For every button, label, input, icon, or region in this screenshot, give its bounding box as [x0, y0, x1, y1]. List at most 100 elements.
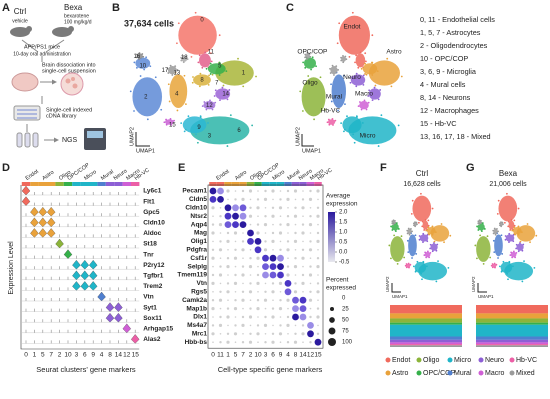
- cell-dot: [307, 75, 310, 77]
- cell-dot: [352, 133, 355, 136]
- colorbar-tick-label: 0.0: [339, 250, 348, 256]
- label: cDNA library: [46, 113, 77, 119]
- cell-dot: [199, 72, 202, 75]
- expression-dot: [279, 341, 282, 344]
- cell-dot: [135, 66, 138, 69]
- cell-dot: [431, 225, 434, 228]
- expression-dot: [263, 197, 268, 201]
- gene-label: Vtn: [143, 294, 154, 301]
- cell-dot: [368, 89, 371, 92]
- violin: [30, 228, 39, 238]
- cell-dot: [340, 122, 343, 125]
- cell-dot: [242, 85, 245, 88]
- umap-axes: [477, 283, 487, 293]
- cell-dot: [403, 256, 406, 259]
- expression-dot: [279, 299, 282, 302]
- violin: [46, 217, 56, 228]
- cell-dot: [146, 118, 149, 121]
- cell-dot: [349, 76, 352, 78]
- expression-dot: [239, 204, 247, 212]
- cell-cluster: [510, 251, 517, 258]
- expression-dot: [301, 223, 305, 226]
- gene-label: Cldn10: [143, 220, 165, 227]
- cell-dot: [436, 243, 439, 246]
- expression-dot: [292, 296, 299, 304]
- cell-dot: [415, 221, 418, 224]
- expression-dot: [233, 281, 238, 285]
- proportion-band: [476, 313, 548, 319]
- cell-cluster: [494, 234, 503, 257]
- expression-dot: [293, 265, 298, 269]
- cell-dot: [342, 54, 344, 57]
- expression-dot: [249, 332, 252, 335]
- cell-cluster: [203, 101, 216, 110]
- cell-dot: [502, 223, 504, 226]
- size-legend-label: 50: [342, 318, 349, 324]
- cell-cluster: [500, 261, 513, 273]
- cell-dot: [355, 72, 358, 75]
- cell-dot: [364, 62, 366, 65]
- cell-dot: [416, 260, 419, 263]
- group-header-bar: [114, 182, 123, 186]
- proportion-band: [390, 345, 462, 347]
- expression-dot: [212, 215, 214, 217]
- x-tick-label: 5: [41, 352, 45, 359]
- cell-dot: [533, 266, 536, 269]
- cell-cluster: [338, 15, 370, 55]
- cell-dot: [415, 252, 418, 255]
- cell-dot: [437, 260, 439, 263]
- size-legend-dot: [328, 327, 336, 335]
- group-header-bar: [239, 182, 247, 186]
- cell-dot: [180, 56, 183, 59]
- expression-dot: [294, 324, 297, 327]
- cell-dot: [420, 272, 422, 275]
- expression-dot: [309, 282, 312, 285]
- expression-dot: [264, 341, 267, 344]
- proportion-band: [476, 336, 548, 340]
- expression-dot: [241, 290, 245, 293]
- cell-dot: [417, 221, 420, 224]
- expression-dot: [294, 249, 297, 251]
- expression-dot: [287, 257, 289, 260]
- cell-cluster: [304, 57, 316, 69]
- panel-letter: E: [178, 162, 185, 174]
- cell-dot: [397, 124, 400, 127]
- gene-label: Mrc1: [192, 331, 208, 338]
- label: UMAP2: [295, 127, 301, 146]
- cell-dot: [334, 119, 337, 122]
- violin: [72, 270, 81, 281]
- expression-dot: [286, 273, 290, 277]
- cell-dot: [508, 260, 511, 263]
- legend-swatch: [416, 370, 422, 376]
- expression-dot: [278, 281, 283, 285]
- cell-dot: [349, 81, 352, 84]
- expression-dot: [241, 197, 245, 201]
- cell-dot: [171, 74, 174, 76]
- expression-dot: [256, 324, 260, 327]
- cell-dot: [431, 233, 434, 236]
- violin: [21, 196, 31, 206]
- expression-dot: [271, 340, 275, 344]
- legend-swatch: [509, 357, 515, 363]
- group-header-bar: [105, 182, 115, 186]
- x-tick-label: 4: [286, 352, 290, 359]
- expression-dot: [248, 265, 253, 269]
- expression-dot: [279, 190, 282, 192]
- cell-cluster: [207, 63, 226, 75]
- violin: [38, 228, 48, 238]
- expression-dot: [241, 248, 245, 252]
- expression-dot: [256, 256, 260, 260]
- expression-dot: [308, 197, 313, 201]
- cluster-label: 9: [197, 125, 201, 131]
- expression-dot: [272, 249, 274, 251]
- expression-dot: [302, 341, 304, 344]
- cell-dot: [410, 212, 413, 215]
- expression-dot: [292, 305, 299, 312]
- expression-dot: [286, 197, 290, 201]
- expression-dot: [227, 198, 229, 201]
- cell-dot: [228, 89, 231, 91]
- cell-dot: [367, 101, 370, 104]
- cell-dot: [426, 240, 429, 243]
- group-header-bar: [89, 182, 98, 186]
- cell-dot: [358, 101, 361, 103]
